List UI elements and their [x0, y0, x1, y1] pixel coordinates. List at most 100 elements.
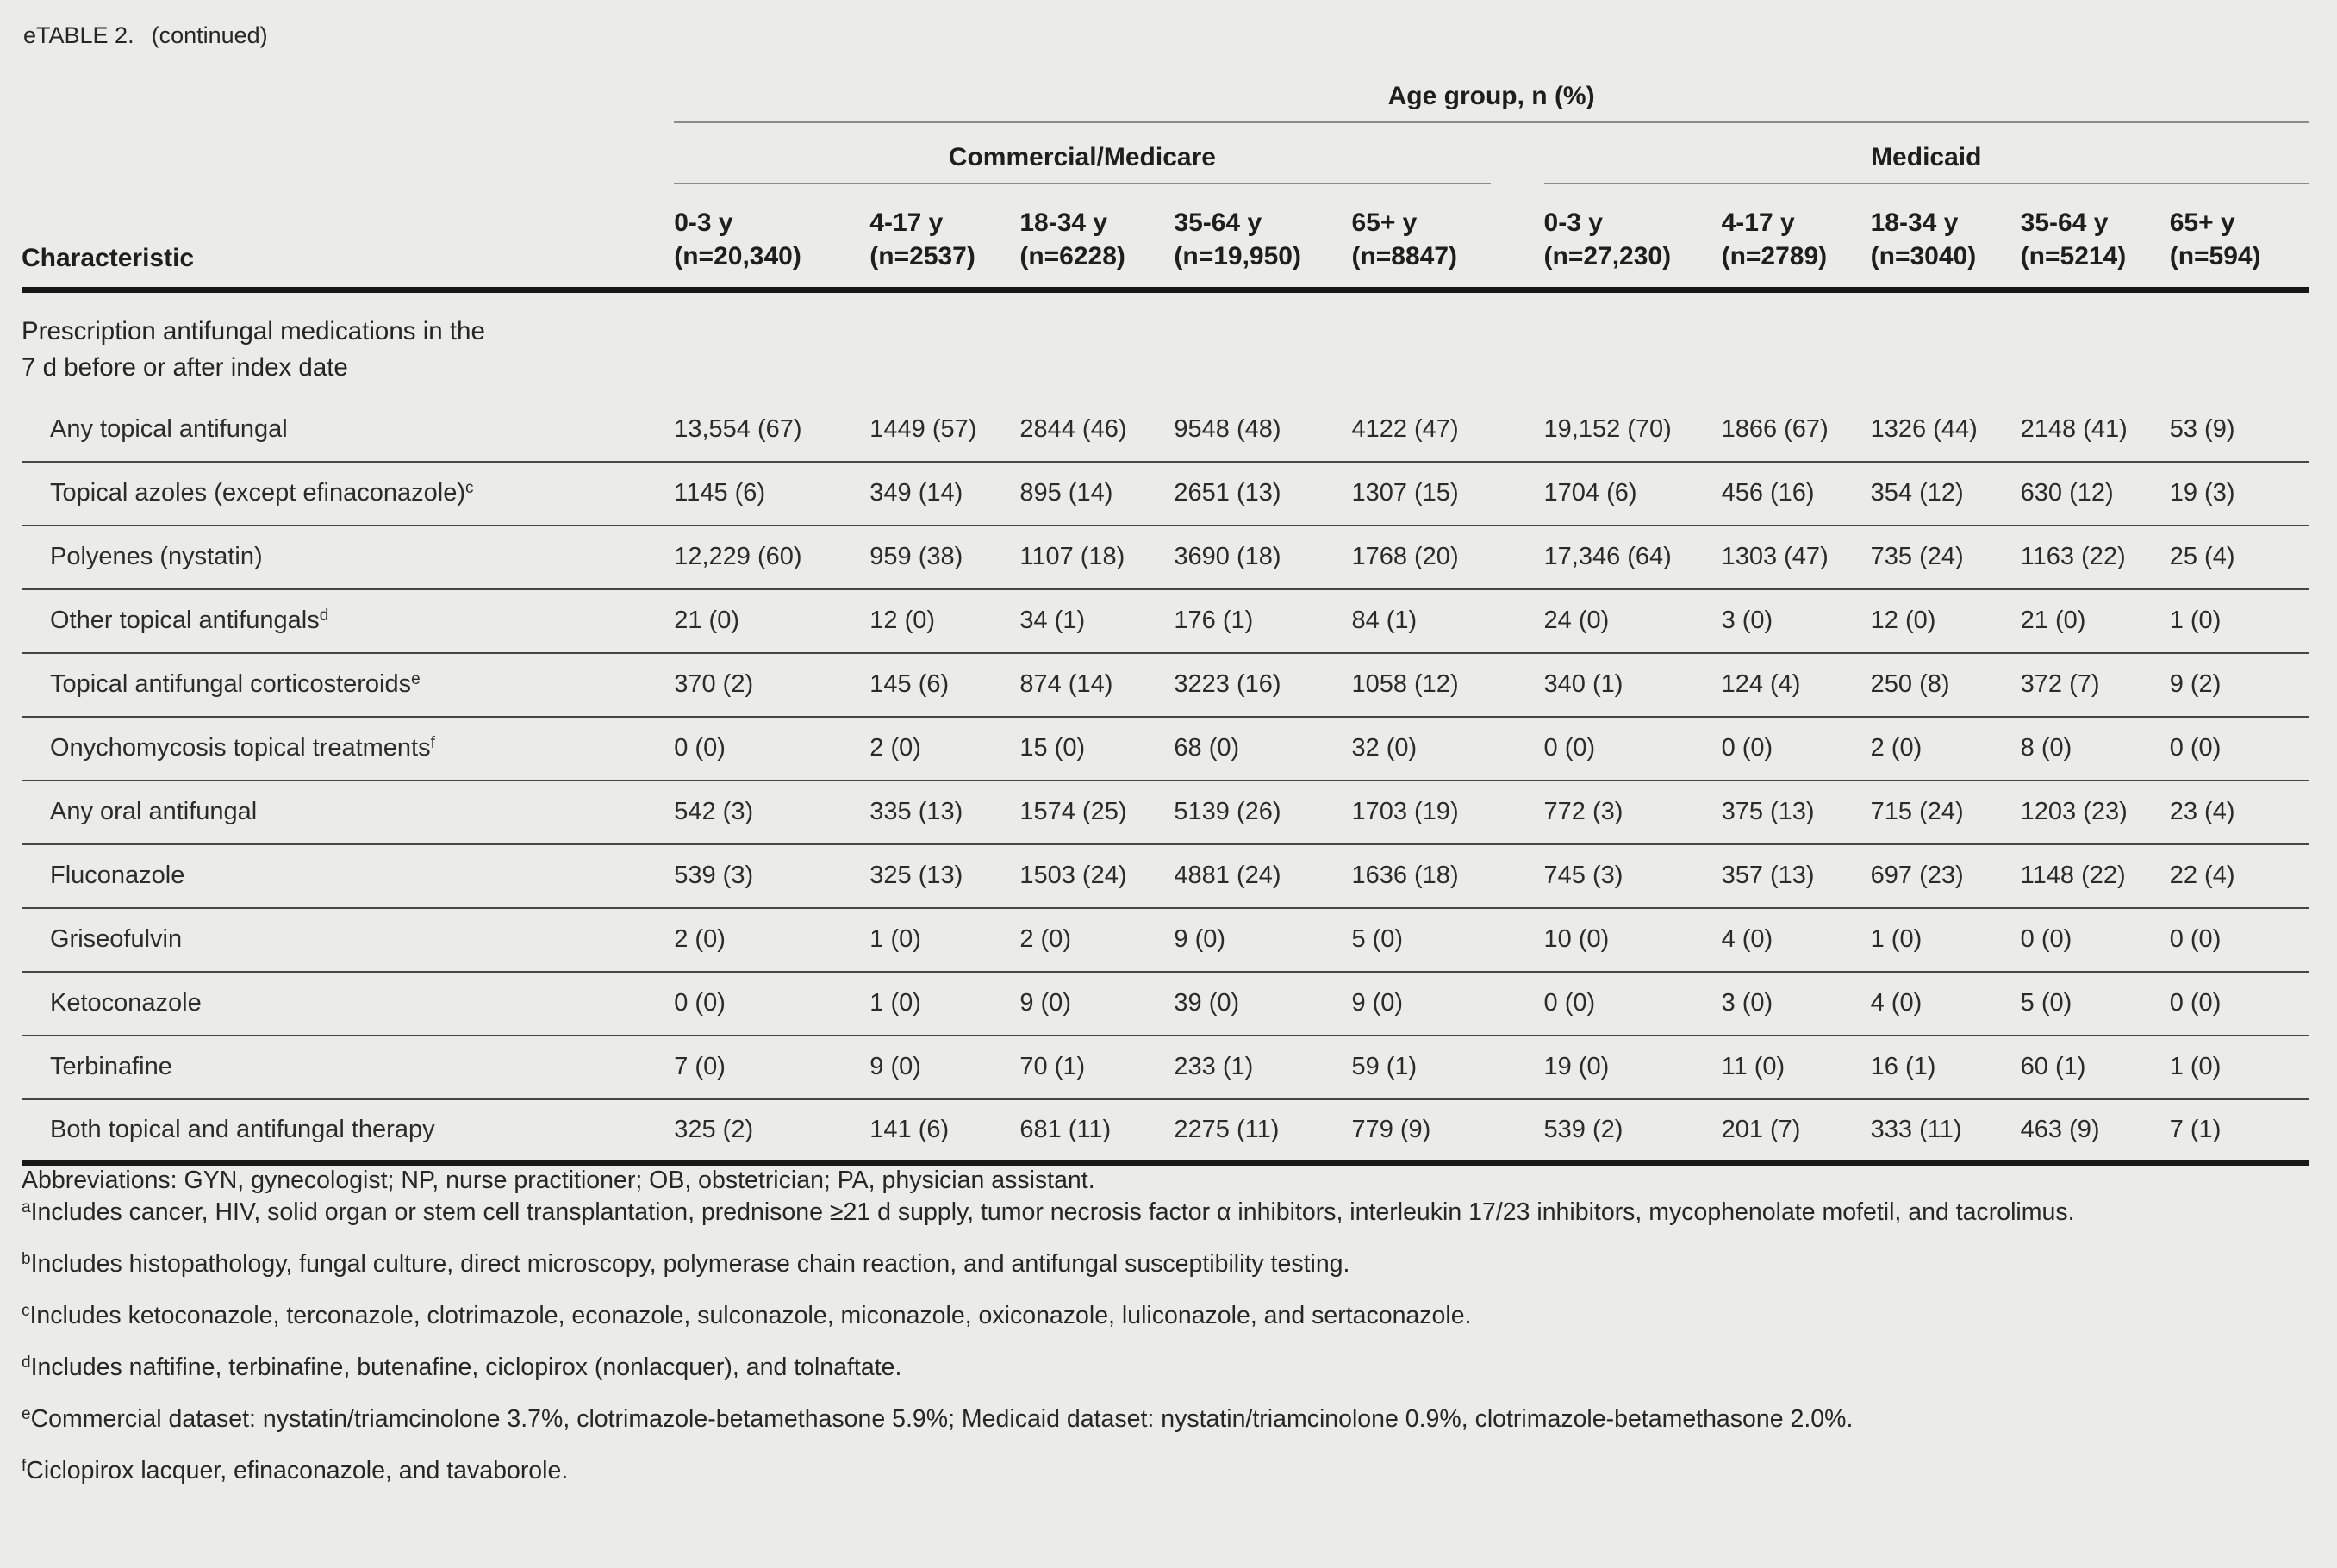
col-age-label: 18-34 y — [1870, 208, 1959, 237]
column-header-1-0: 0-3 y (n=27,230) — [1543, 184, 1722, 293]
cell-value: 4881 (24) — [1174, 843, 1352, 909]
footnote-e: eCommercial dataset: nystatin/triamcinol… — [22, 1403, 2322, 1435]
cell-value: 4122 (47) — [1351, 397, 1544, 463]
table-row: Fluconazole 539 (3) 325 (13) 1503 (24) 4881 … — [22, 843, 2309, 909]
row-label: Onychomycosis topical treatmentsf — [22, 716, 675, 781]
col-n-label: (n=3040) — [1870, 241, 1977, 271]
row-label: Fluconazole — [22, 843, 675, 909]
cell-value: 1449 (57) — [869, 397, 1020, 463]
cell-value: 0 (0) — [674, 971, 870, 1036]
footnote-text: Ciclopirox lacquer, efinaconazole, and t… — [26, 1457, 569, 1484]
column-header-row: Characteristic 0-3 y (n=20,340) 4-17 y (n=2… — [22, 184, 2309, 293]
cell-value: 11 (0) — [1721, 1035, 1871, 1100]
col-n-label: (n=27,230) — [1543, 241, 1672, 271]
cell-value: 23 (4) — [2169, 780, 2309, 845]
cell-value: 463 (9) — [2020, 1098, 2170, 1166]
cell-value: 24 (0) — [1543, 588, 1722, 654]
col-n-label: (n=8847) — [1351, 241, 1458, 271]
cell-value: 3 (0) — [1721, 971, 1871, 1036]
cell-value: 333 (11) — [1870, 1098, 2021, 1166]
cell-value: 1866 (67) — [1721, 397, 1871, 463]
cell-value: 349 (14) — [869, 461, 1020, 526]
footnote-marker: d — [22, 1353, 31, 1372]
cell-value: 3 (0) — [1721, 588, 1871, 654]
row-footnote-marker: d — [319, 607, 329, 625]
row-label-text: Both topical and antifungal therapy — [50, 1115, 435, 1143]
row-label: Terbinafine — [22, 1035, 675, 1100]
cell-value: 357 (13) — [1721, 843, 1871, 909]
row-label: Polyenes (nystatin) — [22, 525, 675, 590]
table-row: Both topical and antifungal therapy 325 (… — [22, 1098, 2309, 1166]
table-row: Onychomycosis topical treatmentsf 0 (0) 2 … — [22, 716, 2309, 781]
cell-value: 2 (0) — [1870, 716, 2021, 781]
cell-value: 17,346 (64) — [1543, 525, 1722, 590]
cell-value: 335 (13) — [869, 780, 1020, 845]
col-n-label: (n=2537) — [869, 241, 975, 271]
cell-value: 15 (0) — [1019, 716, 1175, 781]
cell-value: 0 (0) — [2020, 907, 2170, 973]
cell-value: 250 (8) — [1870, 652, 2021, 718]
table-row: Ketoconazole 0 (0) 1 (0) 9 (0) 39 (0) 9 (0) 0 … — [22, 971, 2309, 1036]
table-row: Topical azoles (except efinaconazole)c 11… — [22, 461, 2309, 526]
data-table: Age group, n (%) Commercial/Medicare Med… — [22, 55, 2309, 1166]
footnote-text: Includes histopathology, fungal culture,… — [30, 1250, 1350, 1278]
cell-value: 0 (0) — [2169, 971, 2309, 1036]
group-label-commercial-medicare: Commercial/Medicare — [674, 143, 1491, 184]
cell-value: 8 (0) — [2020, 716, 2170, 781]
cell-value: 340 (1) — [1543, 652, 1722, 718]
abbreviations-line: Abbreviations: GYN, gynecologist; NP, nu… — [22, 1167, 1095, 1194]
cell-value: 1148 (22) — [2020, 843, 2170, 909]
footnote-marker: c — [22, 1302, 30, 1320]
cell-value: 5 (0) — [2020, 971, 2170, 1036]
column-header-0-0: 0-3 y (n=20,340) — [674, 184, 870, 293]
col-n-label: (n=594) — [2169, 241, 2261, 271]
cell-value: 325 (13) — [869, 843, 1020, 909]
footnote-b: bIncludes histopathology, fungal culture… — [22, 1248, 2322, 1280]
section-header-line1: Prescription antifungal medications in t… — [22, 316, 485, 345]
row-label-text: Onychomycosis topical treatments — [50, 734, 431, 762]
cell-value: 53 (9) — [2169, 397, 2309, 463]
col-n-label: (n=19,950) — [1174, 241, 1301, 271]
cell-value: 1303 (47) — [1721, 525, 1871, 590]
cell-value: 19 (3) — [2169, 461, 2309, 526]
cell-value: 0 (0) — [674, 716, 870, 781]
table-number: eTABLE 2. — [23, 22, 134, 48]
cell-value: 630 (12) — [2020, 461, 2170, 526]
cell-value: 13,554 (67) — [674, 397, 870, 463]
footnote-f: fCiclopirox lacquer, efinaconazole, and … — [22, 1455, 2322, 1487]
cell-value: 60 (1) — [2020, 1035, 2170, 1100]
cell-value: 1 (0) — [2169, 1035, 2309, 1100]
cell-value: 959 (38) — [869, 525, 1020, 590]
group-header-medicaid: Medicaid — [1543, 122, 2309, 184]
cell-value: 1058 (12) — [1351, 652, 1544, 718]
cell-value: 2148 (41) — [2020, 397, 2170, 463]
cell-value: 124 (4) — [1721, 652, 1871, 718]
row-label: Any topical antifungal — [22, 397, 675, 463]
cell-value: 4 (0) — [1870, 971, 2021, 1036]
cell-value: 354 (12) — [1870, 461, 2021, 526]
row-label: Topical azoles (except efinaconazole)c — [22, 461, 675, 526]
col-age-label: 0-3 y — [674, 208, 733, 237]
cell-value: 59 (1) — [1351, 1035, 1544, 1100]
cell-value: 32 (0) — [1351, 716, 1544, 781]
col-age-label: 35-64 y — [2020, 208, 2109, 237]
col-age-label: 4-17 y — [1721, 208, 1795, 237]
cell-value: 772 (3) — [1543, 780, 1722, 845]
cell-value: 12 (0) — [1870, 588, 2021, 654]
cell-value: 370 (2) — [674, 652, 870, 718]
table-row: Terbinafine 7 (0) 9 (0) 70 (1) 233 (1) 59 (1)… — [22, 1035, 2309, 1100]
table-continued-label: (continued) — [151, 22, 268, 48]
row-label: Both topical and antifungal therapy — [22, 1098, 675, 1166]
table-row: Griseofulvin 2 (0) 1 (0) 2 (0) 9 (0) 5 (0) 10 … — [22, 907, 2309, 973]
cell-value: 19 (0) — [1543, 1035, 1722, 1100]
cell-value: 0 (0) — [1543, 716, 1722, 781]
cell-value: 542 (3) — [674, 780, 870, 845]
cell-value: 715 (24) — [1870, 780, 2021, 845]
row-label-text: Any topical antifungal — [50, 414, 288, 443]
cell-value: 9 (0) — [1174, 907, 1352, 973]
cell-value: 2 (0) — [869, 716, 1020, 781]
col-n-label: (n=20,340) — [674, 241, 801, 271]
column-header-0-3: 35-64 y (n=19,950) — [1174, 184, 1352, 293]
cell-value: 697 (23) — [1870, 843, 2021, 909]
row-label: Topical antifungal corticosteroidse — [22, 652, 675, 718]
